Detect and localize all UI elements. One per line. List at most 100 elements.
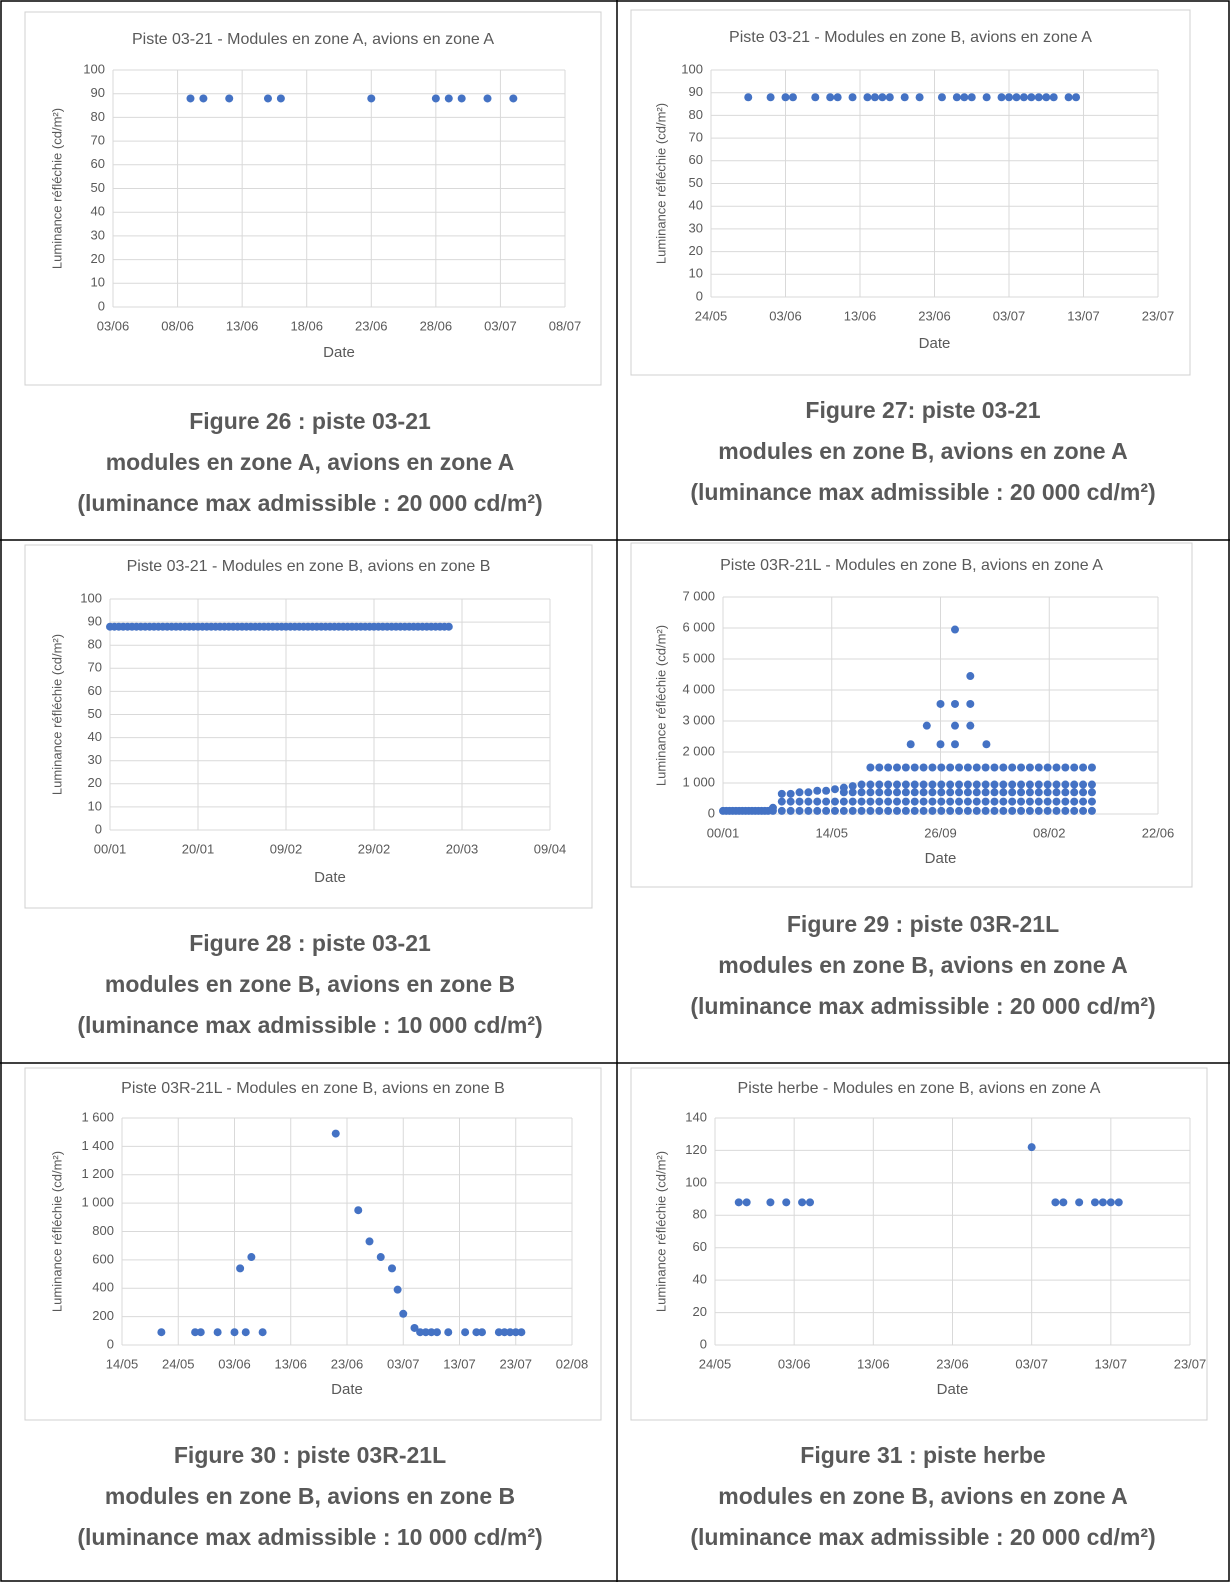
y-tick-label: 40 [693,1272,707,1287]
y-tick-label: 1 200 [81,1166,114,1181]
data-point [951,721,959,730]
x-tick-label: 09/04 [534,841,567,856]
x-tick-label: 13/07 [1067,308,1100,323]
x-tick-label: 00/01 [94,841,127,856]
y-tick-label: 0 [696,288,703,303]
data-point [937,93,946,102]
y-tick-label: 50 [91,180,105,195]
y-tick-label: 60 [91,156,105,171]
data-point [972,763,981,772]
data-point [744,93,753,102]
data-point [875,797,884,806]
data-point [433,1328,441,1337]
y-tick-label: 70 [88,660,102,675]
data-point [1061,780,1070,789]
y-tick-label: 1 000 [682,774,715,789]
x-tick-label: 13/06 [226,318,259,333]
data-point [981,806,990,815]
data-point [955,788,964,797]
data-point [483,94,492,103]
y-tick-label: 7 000 [682,588,715,603]
data-point [901,763,910,772]
chart-frame [24,544,593,909]
data-point [848,782,857,791]
data-point [276,94,285,103]
x-tick-label: 13/06 [857,1356,890,1371]
data-point [966,672,975,681]
y-tick-label: 600 [92,1251,114,1266]
data-point [1008,788,1017,797]
data-point [937,780,946,789]
y-tick-label: 0 [708,805,715,820]
x-axis-label: Date [314,869,346,886]
x-axis-label: Date [937,1381,969,1398]
data-point [875,806,884,815]
data-point [972,788,981,797]
data-point [236,1264,245,1273]
x-tick-label: 03/07 [993,308,1026,323]
data-point [830,797,839,806]
y-tick-label: 80 [693,1207,707,1222]
data-point [1043,788,1052,797]
y-tick-label: 100 [80,590,102,605]
figure-caption: Figure 29 : piste 03R-21L [787,911,1059,937]
data-point [509,94,518,103]
data-point [813,786,822,795]
data-point [951,740,959,749]
data-point [331,1129,340,1138]
figure-caption: (luminance max admissible : 20 000 cd/m²… [690,993,1155,1019]
data-point [1034,93,1043,102]
y-axis-label: Luminance réfléchie (cd/m²) [653,1151,668,1312]
data-point [999,806,1008,815]
data-point [1008,797,1017,806]
x-tick-label: 26/09 [924,825,957,840]
data-point [431,94,440,103]
data-point [1087,788,1096,797]
figure-caption: modules en zone B, avions en zone A [718,952,1127,978]
x-tick-label: 23/07 [1142,308,1175,323]
data-point [742,1198,751,1207]
data-point [427,1328,436,1337]
y-tick-label: 10 [91,275,105,290]
data-point [1019,93,1028,102]
x-tick-label: 22/06 [1142,825,1175,840]
data-point [1079,788,1088,797]
data-point [901,806,910,815]
data-point [1008,763,1017,772]
data-point [922,721,931,730]
data-point [893,797,901,806]
data-point [367,94,376,103]
data-point [963,797,972,806]
figure-caption: Figure 27: piste 03-21 [805,397,1040,423]
x-tick-label: 03/06 [778,1356,811,1371]
data-point [857,780,866,789]
data-point [1049,93,1058,102]
data-point [866,780,875,789]
y-tick-label: 80 [689,107,703,122]
y-tick-label: 20 [91,251,105,266]
data-point [1034,788,1043,797]
x-tick-label: 08/02 [1033,825,1066,840]
data-point [981,797,990,806]
data-point [388,1264,396,1273]
y-tick-label: 30 [689,220,703,235]
y-tick-label: 5 000 [682,650,715,665]
y-tick-label: 60 [693,1239,707,1254]
data-point [804,788,813,797]
data-point [1025,797,1034,806]
data-point [444,94,453,103]
data-point [786,789,795,798]
y-tick-label: 1 600 [81,1109,114,1124]
data-point [410,1323,419,1332]
data-point [1052,780,1061,789]
y-tick-label: 20 [693,1304,707,1319]
data-point [1106,1198,1115,1207]
data-point [421,1328,430,1337]
chart-frame [630,9,1191,376]
data-point [511,1328,520,1337]
data-point [937,763,946,772]
data-point [1064,93,1073,102]
x-tick-label: 02/08 [556,1356,589,1371]
data-point [1070,797,1079,806]
x-tick-label: 09/02 [270,841,303,856]
